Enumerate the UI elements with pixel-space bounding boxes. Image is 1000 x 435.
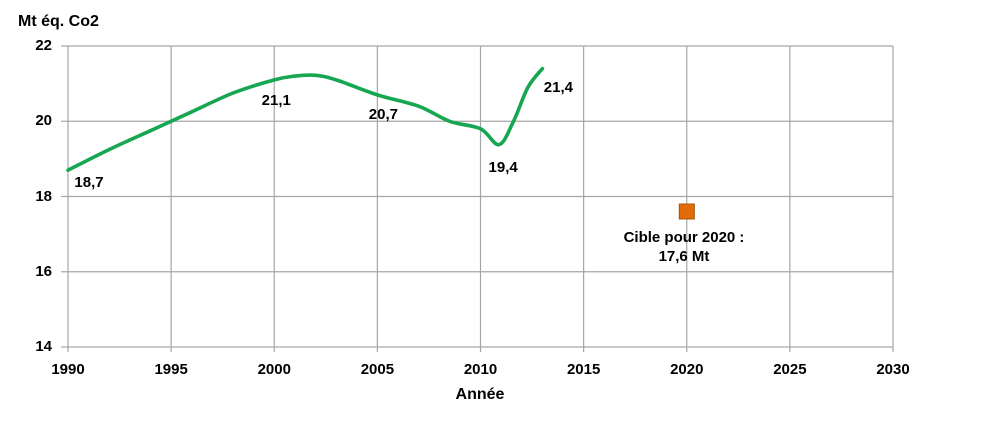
x-tick-label: 1990 [51,361,85,378]
y-axis-title: Mt éq. Co2 [18,13,99,30]
data-point-label: 21,4 [543,78,573,96]
target-annotation: Cible pour 2020 : 17,6 Mt [624,228,745,266]
target-annotation-line2: 17,6 Mt [658,248,710,265]
target-marker [678,203,695,220]
y-tick-label: 18 [35,187,52,205]
x-tick-label: 1995 [154,361,188,378]
data-point-label: 21,1 [261,91,291,109]
y-tick-label: 16 [35,262,52,280]
y-tick-label: 14 [35,338,52,355]
y-tick-label: 22 [35,37,52,54]
x-tick-label: 2030 [876,361,910,378]
x-tick-label: 2000 [257,361,291,378]
data-point-label: 19,4 [488,158,518,176]
y-tick-label: 20 [35,112,52,130]
x-tick-label: 2015 [566,361,601,378]
data-point-label: 20,7 [368,105,398,123]
x-tick-label: 2025 [773,361,807,378]
x-tick-label: 2020 [670,361,704,378]
x-tick-label: 2010 [463,361,498,378]
x-tick-label: 2005 [360,361,395,378]
target-annotation-line1: Cible pour 2020 : [623,229,745,246]
data-point-label: 18,7 [74,174,104,192]
emissions-curve [66,66,545,172]
x-axis-label: Année [455,386,505,403]
